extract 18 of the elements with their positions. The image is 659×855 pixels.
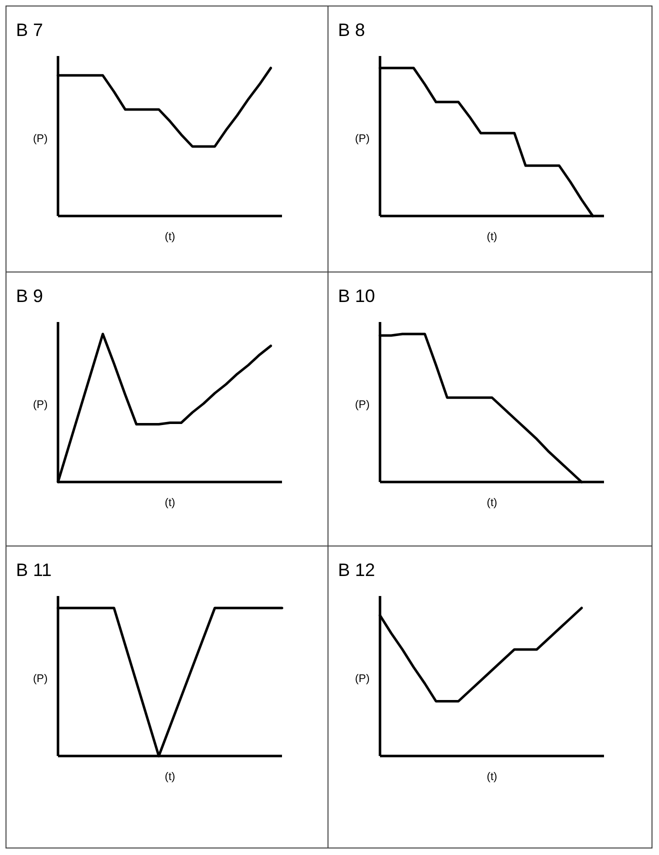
x-axis-title: (t) bbox=[486, 771, 498, 783]
y-axis-title: (P) bbox=[33, 673, 48, 685]
x-axis-title: (t) bbox=[486, 497, 498, 509]
y-axis-title: (P) bbox=[355, 673, 370, 685]
y-axis-title: (P) bbox=[33, 399, 48, 411]
y-axis-title: (P) bbox=[33, 133, 48, 145]
y-axis-title: (P) bbox=[355, 133, 370, 145]
x-axis-title: (t) bbox=[486, 231, 498, 243]
chart-title: B 7 bbox=[16, 20, 44, 40]
chart-title: B 8 bbox=[338, 20, 366, 40]
chart-title: B 9 bbox=[16, 286, 44, 306]
x-axis-title: (t) bbox=[164, 497, 176, 509]
chart-title: B 11 bbox=[16, 560, 52, 580]
x-axis-title: (t) bbox=[164, 231, 176, 243]
y-axis-title: (P) bbox=[355, 399, 370, 411]
chart-title: B 12 bbox=[338, 560, 376, 580]
x-axis-title: (t) bbox=[164, 771, 176, 783]
chart-title: B 10 bbox=[338, 286, 376, 306]
